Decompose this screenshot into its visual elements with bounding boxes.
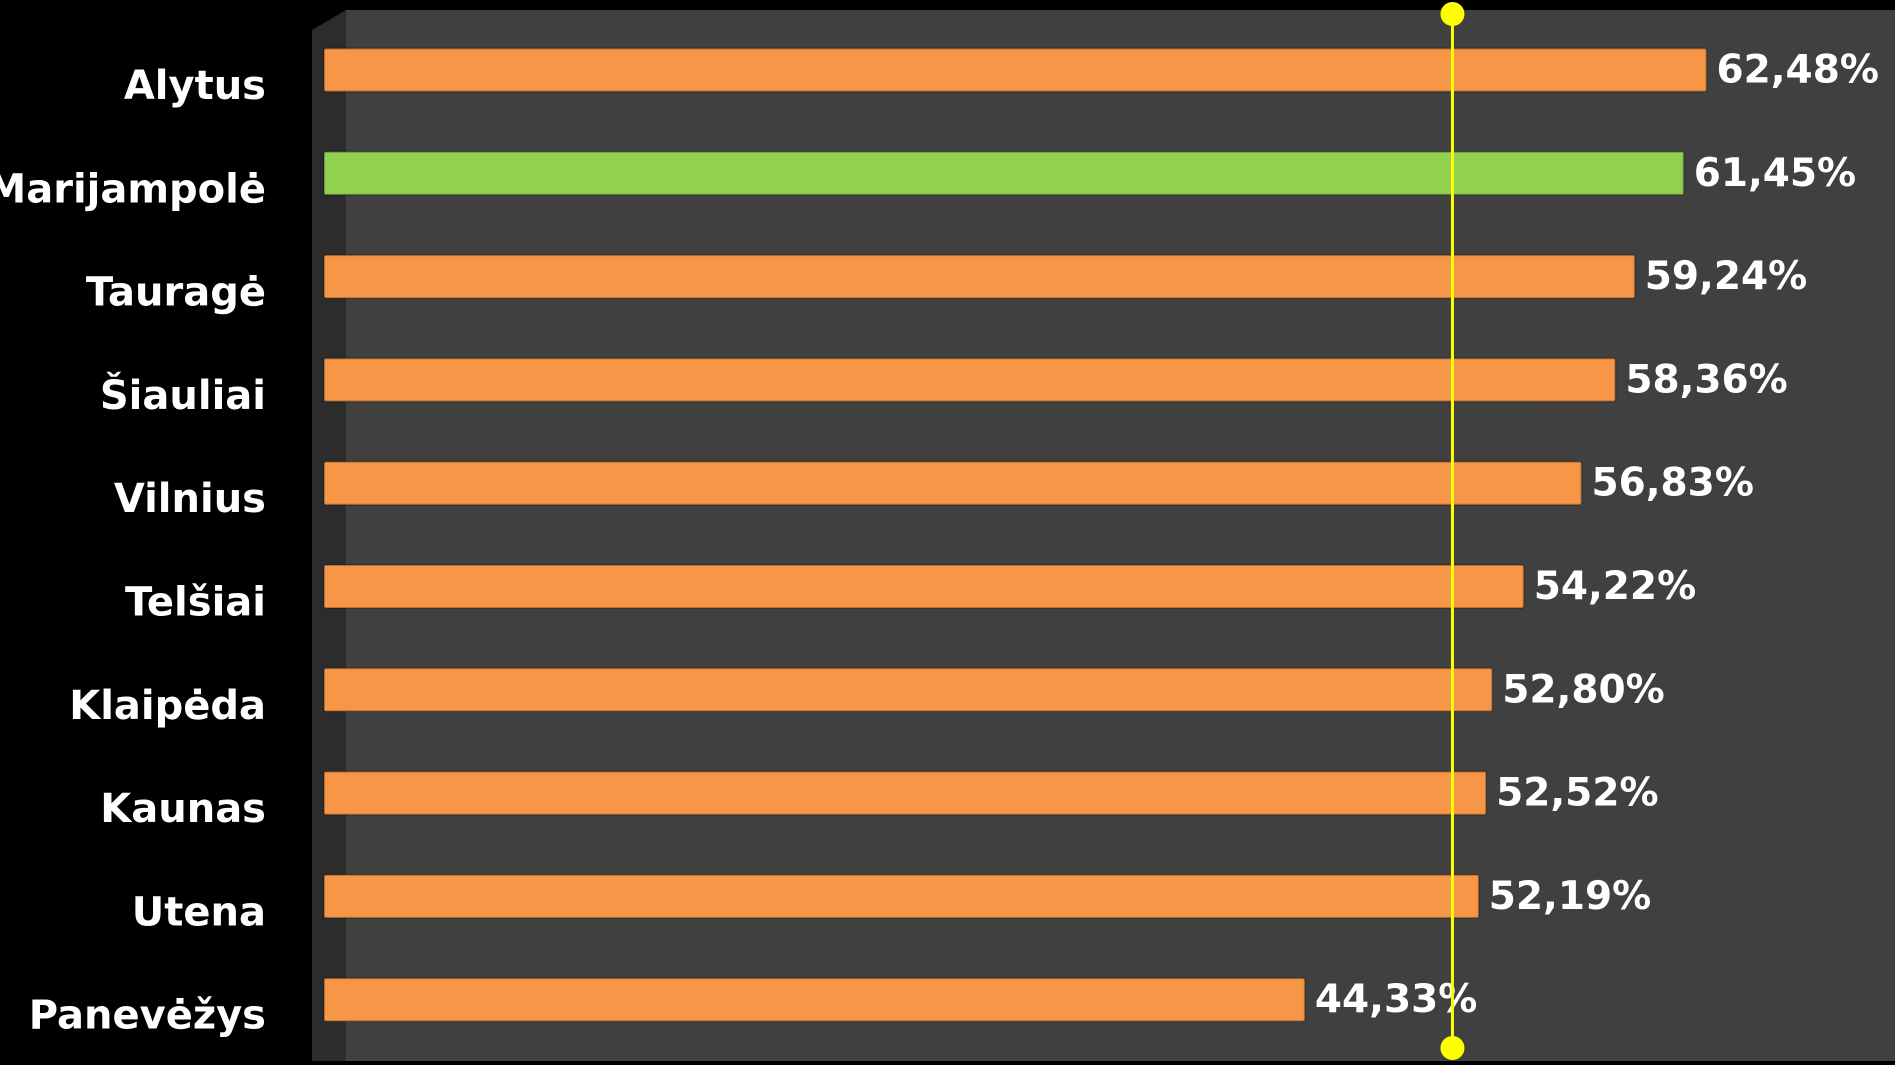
value-label: 59,24% xyxy=(1645,254,1807,299)
category-label: Marijampolė xyxy=(0,166,266,212)
bar xyxy=(323,770,1488,816)
bar xyxy=(323,977,1306,1023)
category-label: Utena xyxy=(132,889,266,935)
category-label: Vilnius xyxy=(114,476,266,522)
value-label: 61,45% xyxy=(1694,151,1856,196)
value-label: 52,52% xyxy=(1496,771,1658,816)
bar xyxy=(323,150,1685,196)
reference-dot xyxy=(1440,1036,1465,1060)
bar xyxy=(323,667,1494,713)
category-label: Šiauliai xyxy=(100,371,266,419)
category-label: Panevėžys xyxy=(29,993,266,1039)
value-label: 52,19% xyxy=(1489,874,1651,919)
value-label: 44,33% xyxy=(1315,977,1477,1022)
category-label: Kaunas xyxy=(100,786,266,832)
category-label: Klaipėda xyxy=(69,683,266,729)
value-label: 58,36% xyxy=(1625,357,1787,402)
bar xyxy=(323,873,1480,919)
category-label: Alytus xyxy=(124,63,266,109)
reference-dot xyxy=(1440,2,1465,26)
category-label: Tauragė xyxy=(86,270,266,316)
bar xyxy=(323,460,1583,506)
value-label: 54,22% xyxy=(1534,564,1696,609)
value-label: 62,48% xyxy=(1716,48,1878,93)
category-label: Telšiai xyxy=(125,580,266,626)
value-label: 56,83% xyxy=(1591,461,1753,506)
value-label: 52,80% xyxy=(1502,667,1664,712)
bar xyxy=(323,564,1525,609)
bar xyxy=(323,47,1708,93)
bar xyxy=(323,357,1617,403)
bar xyxy=(323,254,1636,300)
